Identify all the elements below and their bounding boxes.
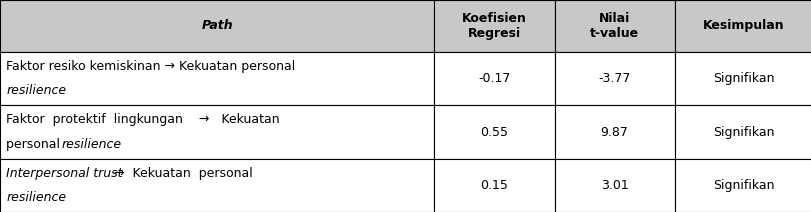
Text: Signifikan: Signifikan xyxy=(712,179,773,192)
Text: Faktor  protektif  lingkungan    →   Kekuatan: Faktor protektif lingkungan → Kekuatan xyxy=(6,113,280,126)
Bar xyxy=(554,0,674,52)
Text: Kesimpulan: Kesimpulan xyxy=(702,20,783,32)
Text: 9.87: 9.87 xyxy=(600,126,628,139)
Text: -0.17: -0.17 xyxy=(478,72,510,85)
Bar xyxy=(0,159,434,212)
Text: Nilai
t-value: Nilai t-value xyxy=(590,12,638,40)
Text: 3.01: 3.01 xyxy=(600,179,628,192)
Bar xyxy=(434,0,554,52)
Bar xyxy=(554,105,674,159)
Text: Interpersonal trust: Interpersonal trust xyxy=(6,167,122,180)
Text: -3.77: -3.77 xyxy=(598,72,630,85)
Bar xyxy=(674,105,811,159)
Text: personal: personal xyxy=(6,138,64,151)
Bar xyxy=(674,159,811,212)
Bar xyxy=(674,52,811,105)
Bar xyxy=(434,159,554,212)
Text: Signifikan: Signifikan xyxy=(712,126,773,139)
Text: 0.55: 0.55 xyxy=(480,126,508,139)
Bar xyxy=(0,52,434,105)
Text: Koefisien
Regresi: Koefisien Regresi xyxy=(461,12,526,40)
Bar xyxy=(674,0,811,52)
Bar xyxy=(434,105,554,159)
Bar xyxy=(0,0,434,52)
Bar xyxy=(0,105,434,159)
Text: resilience: resilience xyxy=(6,191,67,204)
Bar xyxy=(434,52,554,105)
Text: →  Kekuatan  personal: → Kekuatan personal xyxy=(110,167,253,180)
Bar xyxy=(554,159,674,212)
Bar xyxy=(554,52,674,105)
Text: Path: Path xyxy=(201,20,233,32)
Text: Signifikan: Signifikan xyxy=(712,72,773,85)
Text: Faktor resiko kemiskinan → Kekuatan personal: Faktor resiko kemiskinan → Kekuatan pers… xyxy=(6,60,295,73)
Text: 0.15: 0.15 xyxy=(480,179,508,192)
Text: resilience: resilience xyxy=(62,138,122,151)
Text: resilience: resilience xyxy=(6,84,67,97)
